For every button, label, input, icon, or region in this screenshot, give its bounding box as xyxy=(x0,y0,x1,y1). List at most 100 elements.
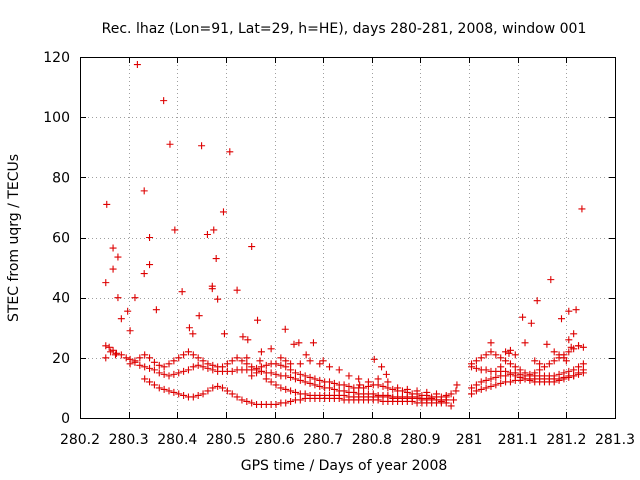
x-tick-label: 280.5 xyxy=(206,432,246,448)
data-point xyxy=(114,294,122,302)
data-point xyxy=(295,339,303,347)
data-point xyxy=(345,382,353,390)
data-point xyxy=(109,265,117,273)
data-point xyxy=(219,208,227,216)
data-point xyxy=(335,366,343,374)
data-point xyxy=(472,364,480,372)
data-point xyxy=(384,378,392,386)
x-tick-label: 280.9 xyxy=(400,432,440,448)
data-point xyxy=(579,360,587,368)
data-point xyxy=(533,297,541,305)
data-point xyxy=(492,381,500,389)
data-point xyxy=(472,387,480,395)
data-point xyxy=(487,339,495,347)
data-point xyxy=(272,360,280,368)
data-point xyxy=(184,366,192,374)
data-point xyxy=(228,357,236,365)
data-point xyxy=(267,345,275,353)
data-point xyxy=(306,373,314,381)
data-point xyxy=(171,226,179,234)
data-point xyxy=(356,381,364,389)
data-point xyxy=(124,307,132,315)
data-point xyxy=(165,372,173,380)
data-point xyxy=(306,357,314,365)
data-point xyxy=(136,361,144,369)
x-tick-label: 280.8 xyxy=(352,432,392,448)
data-point xyxy=(282,357,290,365)
data-point xyxy=(272,381,280,389)
data-point xyxy=(160,370,168,378)
data-point xyxy=(340,381,348,389)
data-point xyxy=(146,354,154,362)
data-point xyxy=(316,360,324,368)
data-point xyxy=(550,372,558,380)
data-point xyxy=(296,360,304,368)
data-point xyxy=(560,369,568,377)
data-point xyxy=(562,357,570,365)
plot-frame xyxy=(80,57,616,419)
data-point xyxy=(126,360,134,368)
data-point xyxy=(519,313,527,321)
data-point xyxy=(194,354,202,362)
data-point xyxy=(570,366,578,374)
data-point xyxy=(165,360,173,368)
data-point xyxy=(117,351,125,359)
data-point xyxy=(248,399,256,407)
data-point xyxy=(146,261,154,269)
data-point xyxy=(107,348,115,356)
x-tick-label: 281.3 xyxy=(595,432,635,448)
x-tick-label: 280.6 xyxy=(254,432,294,448)
data-point xyxy=(114,253,122,261)
data-point xyxy=(112,351,120,359)
data-point xyxy=(184,348,192,356)
y-axis-label: STEC from uqrg / TECUs xyxy=(6,154,22,322)
data-point xyxy=(267,369,275,377)
data-point xyxy=(326,363,334,371)
data-point xyxy=(199,357,207,365)
data-point xyxy=(131,294,139,302)
data-point xyxy=(287,373,295,381)
data-point xyxy=(545,360,553,368)
data-point xyxy=(550,378,558,386)
data-point xyxy=(384,393,392,401)
data-point xyxy=(540,363,548,371)
x-tick-labels: 280.2 280.3 280.4 280.5 280.6 280.7 280.8 280.9… xyxy=(60,432,635,448)
data-point xyxy=(189,351,197,359)
data-point xyxy=(256,357,264,365)
data-point xyxy=(146,234,154,241)
data-point xyxy=(492,351,500,359)
data-point xyxy=(239,333,247,341)
data-point xyxy=(447,390,455,398)
y-tick-label: 40 xyxy=(52,291,70,307)
x-tick-label: 280.3 xyxy=(109,432,149,448)
data-point xyxy=(506,346,514,354)
data-point xyxy=(140,187,148,195)
data-point xyxy=(531,369,539,377)
x-tick-label: 281.2 xyxy=(546,432,586,448)
data-point xyxy=(360,384,368,392)
data-point xyxy=(326,384,334,392)
data-point xyxy=(219,363,227,371)
data-point xyxy=(301,390,309,398)
data-point xyxy=(282,363,290,371)
data-point xyxy=(203,230,211,238)
y-tick-label: 0 xyxy=(61,411,70,427)
data-point xyxy=(178,288,186,296)
data-point xyxy=(243,397,251,405)
data-point xyxy=(150,381,158,389)
data-point xyxy=(492,373,500,381)
data-point xyxy=(505,349,513,357)
data-point xyxy=(468,360,476,368)
y-tick-label: 20 xyxy=(52,351,70,367)
data-point xyxy=(450,396,458,404)
data-point xyxy=(555,376,563,384)
data-point xyxy=(155,369,163,377)
data-point xyxy=(109,244,117,252)
data-point xyxy=(282,385,290,393)
data-point xyxy=(413,387,421,395)
data-point xyxy=(277,361,285,369)
data-point xyxy=(521,369,529,377)
data-point xyxy=(253,369,261,377)
data-point xyxy=(220,330,228,338)
